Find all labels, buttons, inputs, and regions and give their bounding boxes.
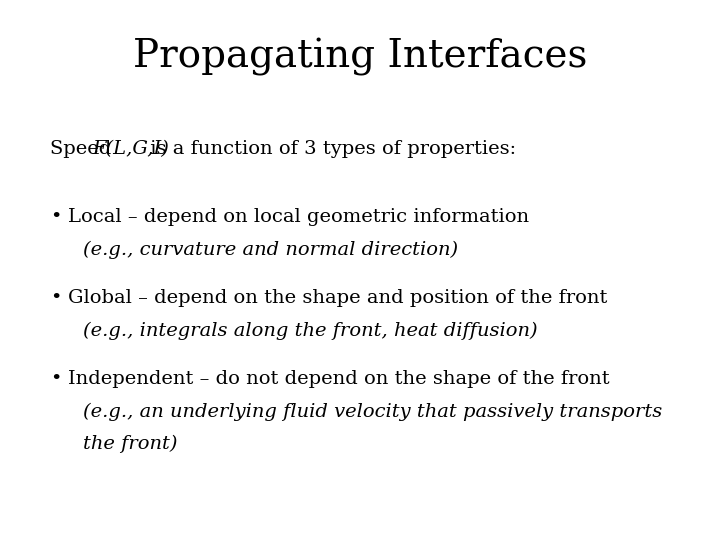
Text: Independent – do not depend on the shape of the front: Independent – do not depend on the shape… xyxy=(68,370,610,388)
Text: •: • xyxy=(50,289,62,307)
Text: Propagating Interfaces: Propagating Interfaces xyxy=(132,38,588,76)
Text: (e.g., an underlying fluid velocity that passively transports: (e.g., an underlying fluid velocity that… xyxy=(83,402,662,421)
Text: Speed: Speed xyxy=(50,140,118,158)
Text: (e.g., curvature and normal direction): (e.g., curvature and normal direction) xyxy=(83,240,458,259)
Text: is a function of 3 types of properties:: is a function of 3 types of properties: xyxy=(144,140,516,158)
Text: (e.g., integrals along the front, heat diffusion): (e.g., integrals along the front, heat d… xyxy=(83,321,537,340)
Text: •: • xyxy=(50,370,62,388)
Text: F(L,G,I): F(L,G,I) xyxy=(92,140,169,158)
Text: •: • xyxy=(50,208,62,226)
Text: the front): the front) xyxy=(83,435,177,453)
Text: Local – depend on local geometric information: Local – depend on local geometric inform… xyxy=(68,208,529,226)
Text: Global – depend on the shape and position of the front: Global – depend on the shape and positio… xyxy=(68,289,608,307)
